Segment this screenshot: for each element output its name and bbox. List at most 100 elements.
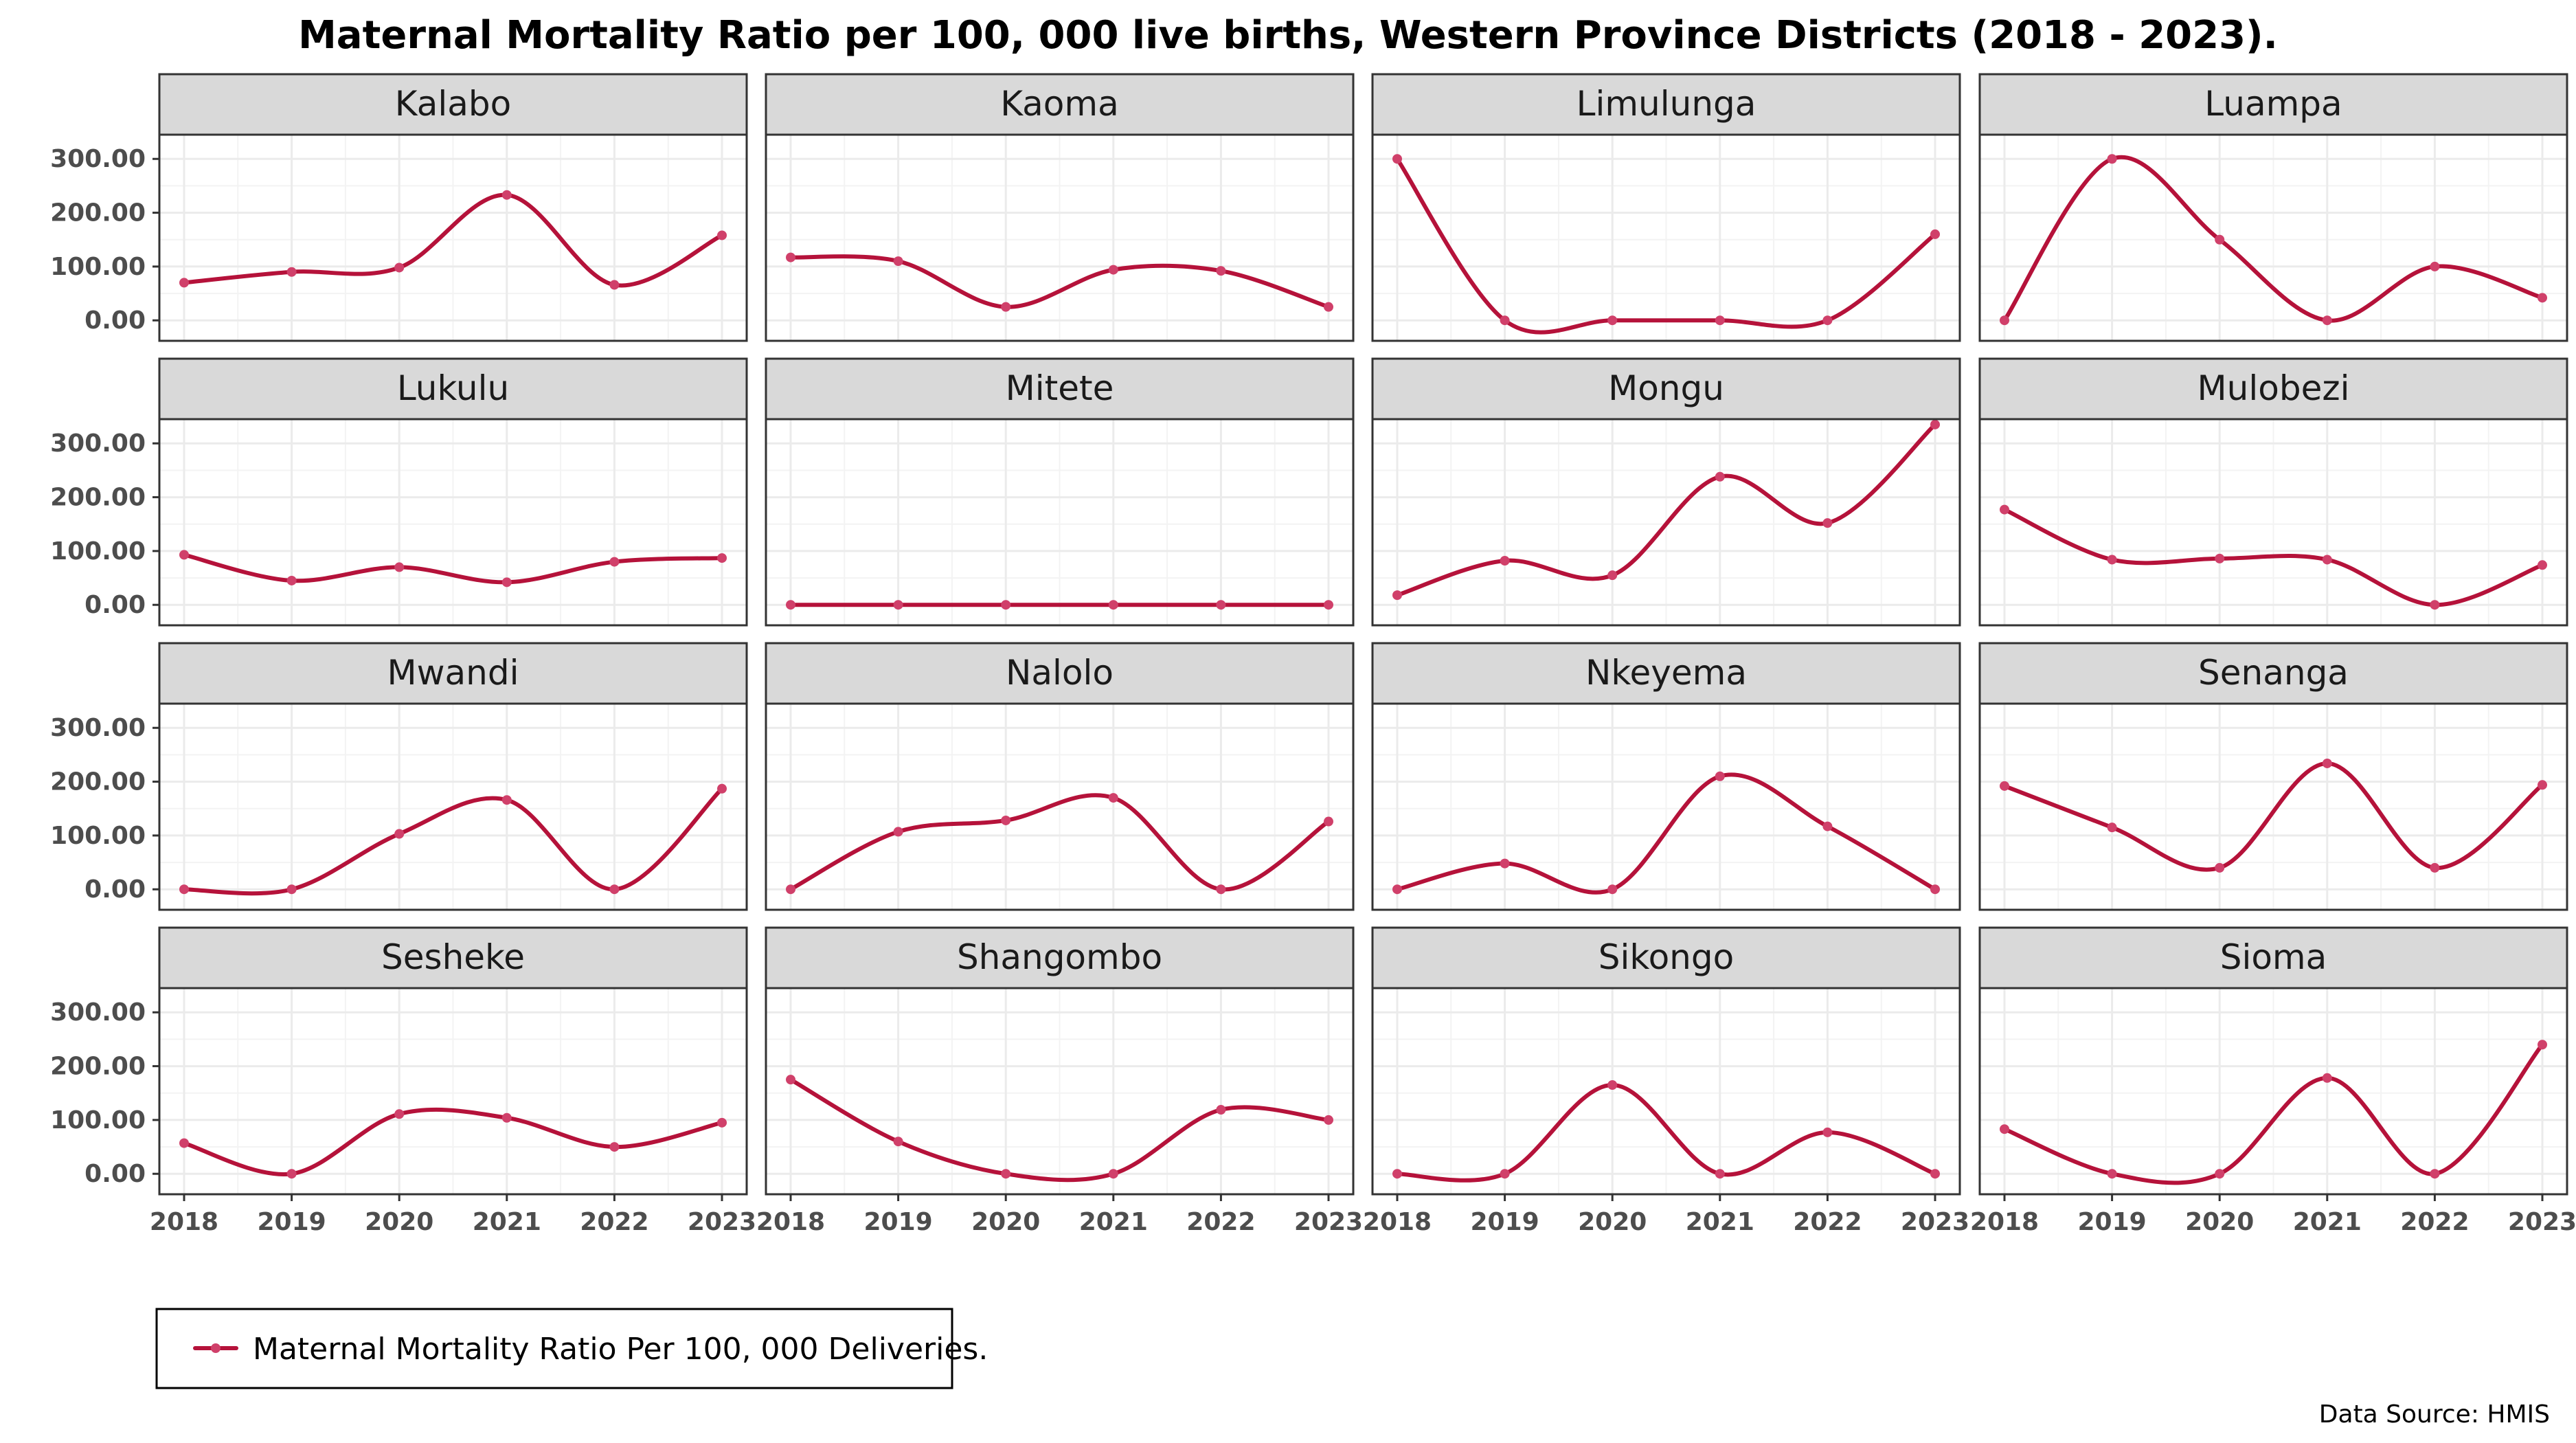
data-point-sioma-2019 [2107, 1169, 2117, 1179]
data-point-kalabo-2019 [286, 267, 297, 277]
facet-strip [765, 73, 1355, 136]
panel-border [1978, 702, 2568, 911]
x-tick-label: 2018 [1970, 1208, 2039, 1236]
data-point-nkeyema-2022 [1822, 821, 1833, 831]
x-tick-label: 2019 [2077, 1208, 2146, 1236]
panel-nalolo: Nalolo [765, 642, 1355, 911]
panel-mwandi: Mwandi 0.00 100.00 200.00 300.00 [50, 642, 748, 911]
data-point-sikongo-2022 [1822, 1127, 1833, 1137]
x-tick-label: 2022 [1186, 1208, 1255, 1236]
panel-mulobezi: Mulobezi [1978, 357, 2568, 627]
series-line [182, 1107, 724, 1176]
facet-label: Mongu [1608, 368, 1724, 408]
panel-border [1978, 418, 2568, 627]
data-point-kaoma-2023 [1324, 302, 1333, 312]
panel-kaoma: Kaoma [765, 73, 1355, 342]
x-tick-label: 2023 [1294, 1208, 1363, 1236]
data-point-luampa-2020 [2215, 234, 2225, 245]
data-point-mongu-2019 [1500, 556, 1510, 566]
data-point-sioma-2020 [2215, 1169, 2225, 1179]
y-tick-label: 200.00 [50, 484, 146, 512]
x-tick-label: 2019 [257, 1208, 326, 1236]
data-point-mitete-2022 [1216, 600, 1226, 610]
facet-strip [1371, 357, 1961, 421]
data-point-luampa-2023 [2538, 293, 2547, 303]
data-point-nkeyema-2023 [1930, 884, 1940, 895]
facet-label: Kaoma [1000, 84, 1119, 124]
x-tick-label: 2023 [2508, 1208, 2576, 1236]
series-line [1395, 157, 1937, 335]
panel-sikongo: Sikongo 2018 2019 2020 2021 2022 2023 [1363, 926, 1969, 1236]
facet-strip [1978, 357, 2568, 421]
data-point-kaoma-2019 [893, 256, 903, 267]
y-tick-label: 0.00 [84, 875, 146, 904]
facet-label: Sioma [2220, 937, 2327, 977]
x-tick-label: 2020 [365, 1208, 433, 1236]
panel-border [158, 987, 748, 1196]
x-tick-label: 2019 [863, 1208, 932, 1236]
y-tick-label: 100.00 [50, 537, 146, 566]
data-point-sesheke-2021 [501, 1112, 512, 1123]
facet-label: Limulunga [1577, 84, 1756, 124]
panel-senanga: Senanga [1978, 642, 2568, 911]
panel-border [765, 418, 1355, 627]
y-tick-label: 300.00 [50, 714, 146, 742]
data-point-kaoma-2020 [1001, 302, 1011, 312]
x-tick-label: 2020 [1578, 1208, 1647, 1236]
data-point-mongu-2020 [1607, 570, 1618, 581]
facet-strip [765, 926, 1355, 989]
data-point-mongu-2022 [1822, 518, 1833, 528]
data-point-senanga-2020 [2215, 862, 2225, 873]
data-point-mitete-2018 [786, 600, 795, 610]
facet-label: Nalolo [1006, 653, 1114, 693]
data-point-mitete-2020 [1001, 600, 1011, 610]
panel-border [1978, 987, 2568, 1196]
facet-label: Lukulu [397, 368, 509, 408]
data-point-mulobezi-2018 [2000, 504, 2009, 515]
series-line [2002, 507, 2544, 607]
data-point-kalabo-2020 [394, 262, 405, 273]
legend-box [155, 1308, 953, 1389]
data-point-senanga-2019 [2107, 823, 2117, 833]
x-tick-label: 2020 [2185, 1208, 2254, 1236]
data-point-limulunga-2018 [1392, 154, 1402, 164]
data-point-sikongo-2021 [1715, 1169, 1725, 1179]
y-tick-label: 300.00 [50, 998, 146, 1027]
data-point-sesheke-2023 [717, 1117, 727, 1128]
facet-label: Senanga [2198, 653, 2349, 693]
x-tick-label: 2022 [580, 1208, 648, 1236]
facet-strip [1371, 926, 1961, 989]
panel-limulunga: Limulunga [1371, 73, 1961, 342]
data-point-mitete-2019 [893, 600, 903, 610]
y-tick-label: 300.00 [50, 429, 146, 458]
panel-mitete: Mitete [765, 357, 1355, 627]
facet-label: Sesheke [381, 937, 525, 977]
data-point-mwandi-2019 [286, 884, 297, 895]
data-point-mongu-2018 [1392, 590, 1402, 601]
x-tick-label: 2023 [1901, 1208, 1969, 1236]
data-point-nkeyema-2020 [1607, 884, 1618, 895]
y-tick-label: 200.00 [50, 768, 146, 796]
facet-strip [158, 926, 748, 989]
data-point-senanga-2022 [2430, 862, 2440, 873]
facet-strip [1978, 642, 2568, 705]
data-point-sesheke-2020 [394, 1109, 405, 1119]
y-tick-label: 300.00 [50, 145, 146, 173]
facet-label: Mwandi [387, 653, 519, 693]
panel-nkeyema: Nkeyema [1371, 642, 1961, 911]
data-point-sioma-2023 [2538, 1040, 2547, 1050]
panel-border [158, 702, 748, 911]
facet-strip [158, 357, 748, 421]
y-tick-label: 0.00 [84, 306, 146, 335]
series-line [789, 1077, 1331, 1183]
facet-strip [1371, 642, 1961, 705]
series-line [182, 552, 724, 585]
y-tick-label: 200.00 [50, 199, 146, 227]
y-tick-label: 200.00 [50, 1053, 146, 1081]
facet-label: Luampa [2204, 84, 2342, 124]
data-point-limulunga-2019 [1500, 315, 1510, 326]
data-point-kaoma-2018 [786, 252, 795, 262]
data-point-mulobezi-2019 [2107, 555, 2117, 565]
data-point-kaoma-2022 [1216, 266, 1226, 276]
panel-border [1371, 133, 1961, 342]
